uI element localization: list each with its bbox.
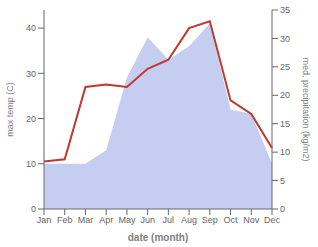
svg-text:5: 5 — [280, 176, 285, 186]
svg-text:0: 0 — [280, 204, 285, 214]
svg-text:Oct: Oct — [224, 215, 239, 225]
svg-text:30: 30 — [26, 69, 36, 79]
svg-text:med. precipitation (kg/m2): med. precipitation (kg/m2) — [301, 57, 310, 161]
svg-text:date (month): date (month) — [128, 232, 189, 243]
svg-text:Jan: Jan — [37, 215, 52, 225]
svg-text:15: 15 — [280, 119, 290, 129]
svg-text:40: 40 — [26, 23, 36, 33]
svg-text:Mar: Mar — [78, 215, 94, 225]
svg-text:30: 30 — [280, 34, 290, 44]
svg-text:Jul: Jul — [163, 215, 175, 225]
svg-text:0: 0 — [31, 204, 36, 214]
svg-text:20: 20 — [280, 90, 290, 100]
svg-text:Feb: Feb — [57, 215, 73, 225]
svg-text:20: 20 — [26, 114, 36, 124]
svg-text:max temp (C): max temp (C) — [8, 82, 15, 137]
svg-text:10: 10 — [26, 159, 36, 169]
svg-text:Sep: Sep — [202, 215, 218, 225]
svg-text:35: 35 — [280, 5, 290, 15]
svg-text:Apr: Apr — [99, 215, 113, 225]
svg-text:25: 25 — [280, 62, 290, 72]
svg-text:Aug: Aug — [181, 215, 197, 225]
svg-text:10: 10 — [280, 147, 290, 157]
svg-text:Nov: Nov — [243, 215, 260, 225]
svg-text:Jun: Jun — [140, 215, 155, 225]
svg-text:May: May — [118, 215, 136, 225]
svg-text:Dec: Dec — [264, 215, 281, 225]
